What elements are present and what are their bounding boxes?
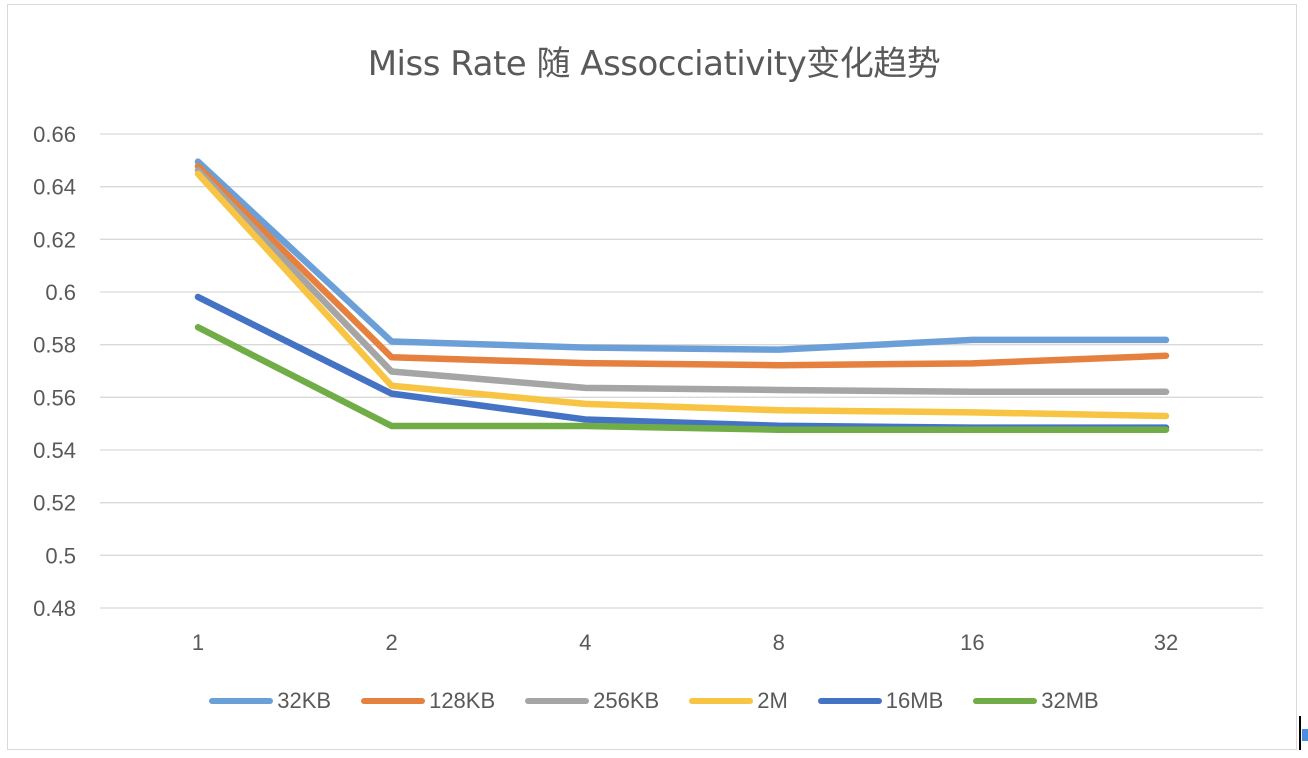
y-axis-ticks: 0.48 0.5 0.52 0.54 0.56 0.58 0.6 0.62 0.64 0.66: [33, 122, 76, 621]
legend-label: 2M: [757, 688, 788, 713]
y-tick-label: 0.56: [33, 385, 76, 410]
x-axis-ticks: 1 2 4 8 16 32: [192, 630, 1178, 655]
legend-label: 16MB: [885, 688, 944, 713]
legend-swatch: [361, 698, 426, 704]
legend-entry-32mb: 32MB: [973, 688, 1099, 714]
x-tick-label: 4: [579, 630, 591, 655]
x-tick-label: 8: [773, 630, 785, 655]
series-line-256kb: [194, 167, 1170, 396]
y-tick-label: 0.66: [33, 122, 76, 147]
legend-entry-2m: 2M: [689, 688, 788, 714]
legend-swatch: [973, 698, 1038, 704]
chart-title: Miss Rate 随 Assocciativity变化趋势: [367, 44, 941, 84]
x-tick-label: 32: [1154, 630, 1178, 655]
series-line-32mb: [194, 324, 1170, 433]
y-tick-label: 0.48: [33, 596, 76, 621]
resize-handle[interactable]: [1302, 729, 1308, 741]
legend-label: 32KB: [277, 688, 332, 713]
legend-label: 32MB: [1041, 688, 1099, 713]
series-lines: [194, 158, 1170, 433]
y-tick-label: 0.62: [33, 227, 76, 252]
y-tick-label: 0.64: [33, 175, 76, 200]
chart-frame: [7, 4, 1297, 750]
legend-label: 128KB: [429, 688, 496, 713]
series-line-32kb: [194, 158, 1170, 353]
gridlines: [100, 133, 1263, 609]
legend-label: 256KB: [593, 688, 660, 713]
y-tick-label: 0.6: [45, 280, 76, 305]
x-tick-label: 2: [385, 630, 397, 655]
series-line-128kb: [194, 162, 1170, 369]
legend-entry-128kb: 128KB: [361, 688, 495, 714]
y-tick-label: 0.54: [33, 438, 76, 463]
x-tick-label: 16: [960, 630, 984, 655]
legend-swatch: [689, 698, 754, 704]
legend: 32KB 128KB 256KB 2M 16MB 32MB: [0, 688, 1308, 714]
x-tick-label: 1: [192, 630, 204, 655]
legend-swatch: [817, 698, 882, 704]
y-tick-label: 0.5: [45, 543, 76, 568]
legend-entry-256kb: 256KB: [525, 688, 659, 714]
y-tick-label: 0.58: [33, 333, 76, 358]
legend-entry-16mb: 16MB: [817, 688, 944, 714]
legend-swatch: [525, 698, 590, 704]
legend-entry-32kb: 32KB: [209, 688, 331, 714]
resize-edge: [1299, 716, 1301, 750]
series-line-2m: [194, 170, 1170, 420]
legend-swatch: [209, 698, 274, 704]
y-tick-label: 0.52: [33, 491, 76, 516]
